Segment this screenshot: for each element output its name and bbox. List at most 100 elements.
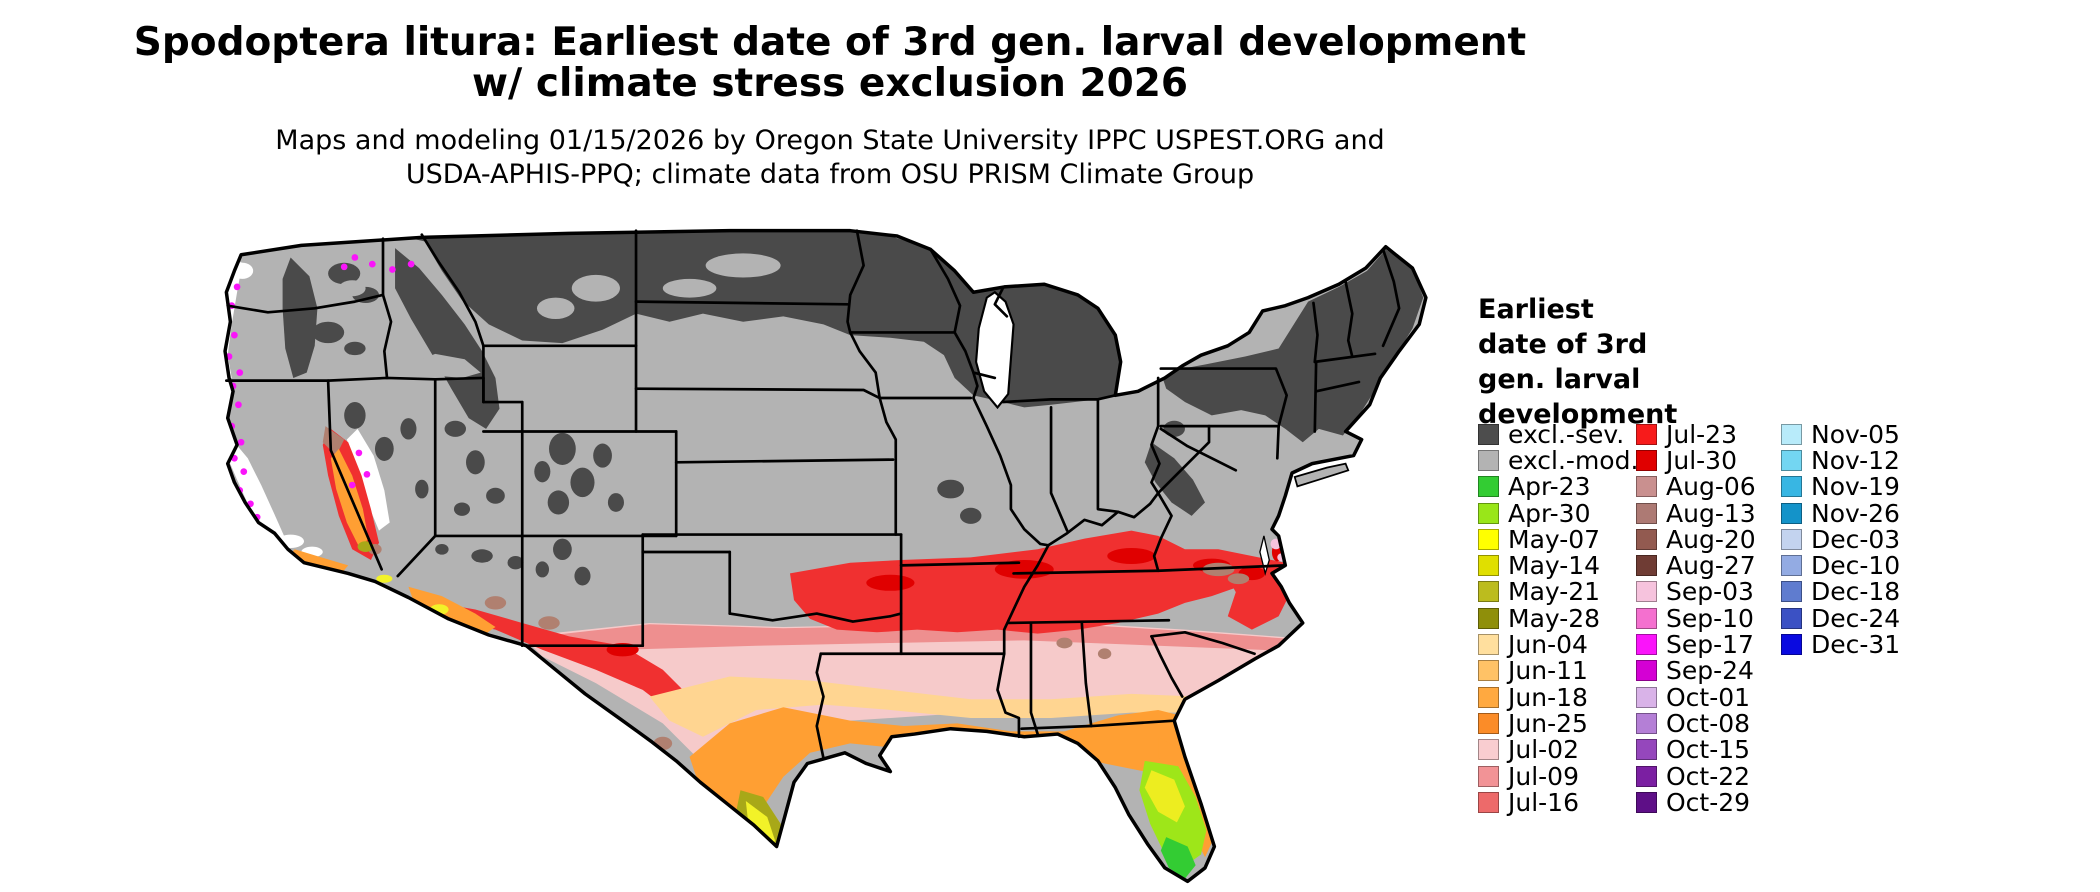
legend-swatch <box>1478 476 1499 498</box>
legend-label: Jul-02 <box>1508 735 1579 765</box>
legend-swatch <box>1636 660 1657 682</box>
us-map <box>221 228 1446 884</box>
legend-swatch <box>1478 634 1499 656</box>
aug-patches <box>322 426 1250 751</box>
legend-swatch <box>1478 581 1499 603</box>
legend-swatch <box>1636 449 1657 471</box>
legend-label: Oct-22 <box>1666 761 1751 791</box>
map-title: Spodoptera litura: Earliest date of 3rd … <box>0 22 1660 104</box>
legend-swatch <box>1636 765 1657 787</box>
legend-label: Dec-03 <box>1811 524 1901 554</box>
legend-label: Sep-03 <box>1666 577 1754 607</box>
legend-entry: May-28 <box>1478 603 1638 633</box>
legend-entry: Nov-26 <box>1781 499 1900 528</box>
legend-entry: Dec-10 <box>1781 551 1901 581</box>
legend-label: Dec-18 <box>1811 577 1901 607</box>
legend-column-1: excl.-sev. excl.-mod. Apr-23 Apr-30 May-07 Ma… <box>1478 420 1639 817</box>
legend-entry: May-07 <box>1478 524 1638 554</box>
legend-label: Nov-12 <box>1811 445 1900 475</box>
legend-swatch <box>1636 634 1657 656</box>
legend-entry: Oct-08 <box>1636 708 1756 738</box>
legend-swatch <box>1636 502 1657 524</box>
legend-swatch <box>1478 555 1499 577</box>
legend-label: Oct-08 <box>1666 708 1751 738</box>
legend-entry: excl.-mod. <box>1478 445 1639 475</box>
legend-entry: May-21 <box>1478 577 1638 607</box>
legend-label: May-07 <box>1508 524 1601 554</box>
legend-swatch <box>1636 528 1657 550</box>
legend-swatch <box>1636 686 1657 708</box>
legend-entry: Aug-06 <box>1636 472 1756 502</box>
legend-entry: Nov-12 <box>1781 445 1900 475</box>
legend-swatch <box>1781 528 1802 550</box>
legend-swatch <box>1781 449 1802 471</box>
legend-label: Sep-24 <box>1666 656 1754 686</box>
legend-label: Aug-06 <box>1666 472 1756 502</box>
legend-label: Aug-27 <box>1666 551 1756 581</box>
legend-entry: Nov-05 <box>1781 419 1900 449</box>
subtitle-line-2: USDA-APHIS-PPQ; climate data from OSU PR… <box>405 159 1255 190</box>
legend-swatch <box>1636 791 1657 813</box>
legend-swatch <box>1478 712 1499 734</box>
legend-entry: Apr-30 <box>1478 499 1638 528</box>
legend-label: Nov-05 <box>1811 419 1900 449</box>
legend-swatch <box>1781 423 1802 445</box>
legend-entry: excl.-sev. <box>1478 420 1638 449</box>
legend-entry: Jun-25 <box>1478 708 1638 738</box>
legend-entry: Jul-23 <box>1636 419 1756 449</box>
legend-label: Oct-29 <box>1666 787 1751 817</box>
legend-label: Jul-09 <box>1508 761 1579 791</box>
excluded-moderate-patches <box>338 253 781 378</box>
state-borders <box>225 229 1401 760</box>
legend-swatch <box>1781 555 1802 577</box>
legend-label: Jun-11 <box>1508 656 1588 686</box>
map-subtitle: Maps and modeling 01/15/2026 by Oregon S… <box>0 124 1660 192</box>
title-line-1: Spodoptera litura: Earliest date of 3rd … <box>133 20 1527 65</box>
legend-label: Nov-19 <box>1811 472 1900 502</box>
legend-label: Oct-01 <box>1666 682 1751 712</box>
legend-title: Earliest date of 3rd gen. larval develop… <box>1478 294 1678 430</box>
legend-entry: Aug-27 <box>1636 551 1756 581</box>
florida-regions <box>1139 760 1207 879</box>
legend-entry: Sep-10 <box>1636 604 1756 633</box>
legend-label: Jul-30 <box>1666 445 1737 475</box>
legend-label: Jun-25 <box>1508 708 1588 738</box>
legend-entry: Jun-18 <box>1478 683 1638 712</box>
legend-label: Dec-10 <box>1811 551 1901 581</box>
legend-label: Dec-24 <box>1811 603 1901 633</box>
conus-outline <box>223 228 1428 884</box>
legend-swatch <box>1636 581 1657 603</box>
legend-swatch <box>1478 739 1499 761</box>
legend-swatch <box>1781 581 1802 603</box>
legend-entry: Jul-30 <box>1636 445 1756 475</box>
legend-entry: Apr-23 <box>1478 472 1638 502</box>
legend-swatch <box>1781 607 1802 629</box>
legend-entry: Jul-09 <box>1478 761 1638 791</box>
legend-entry: Jul-02 <box>1478 735 1638 765</box>
legend-column-3: Nov-05 Nov-12 Nov-19 Nov-26 Dec-03 Dec-10 Dec-… <box>1781 419 1901 660</box>
legend-label: Jul-23 <box>1666 419 1737 449</box>
legend-label: excl.-mod. <box>1508 445 1639 475</box>
legend-entry: Dec-03 <box>1781 524 1901 554</box>
legend-entry: Oct-22 <box>1636 761 1756 791</box>
legend-swatch <box>1478 528 1499 550</box>
legend-swatch <box>1478 502 1499 524</box>
legend-label: Dec-31 <box>1811 630 1901 660</box>
legend-label: Sep-17 <box>1666 630 1754 660</box>
legend-swatch <box>1636 712 1657 734</box>
legend-entry: Dec-31 <box>1781 630 1901 660</box>
excluded-severe-region <box>282 230 1424 586</box>
legend-label: Apr-23 <box>1508 472 1591 502</box>
legend-label: Jul-16 <box>1508 787 1579 817</box>
legend-entry: Sep-03 <box>1636 577 1756 607</box>
lakes <box>974 290 1270 576</box>
legend-label: May-28 <box>1508 603 1601 633</box>
legend-label: Aug-13 <box>1666 498 1756 528</box>
long-island <box>1293 462 1350 488</box>
legend-label: May-21 <box>1508 577 1601 607</box>
map-fill-regions <box>225 230 1426 882</box>
legend-entry: Jun-11 <box>1478 656 1638 686</box>
legend-entry: Oct-01 <box>1636 682 1756 712</box>
legend-entry: Sep-24 <box>1636 656 1756 686</box>
